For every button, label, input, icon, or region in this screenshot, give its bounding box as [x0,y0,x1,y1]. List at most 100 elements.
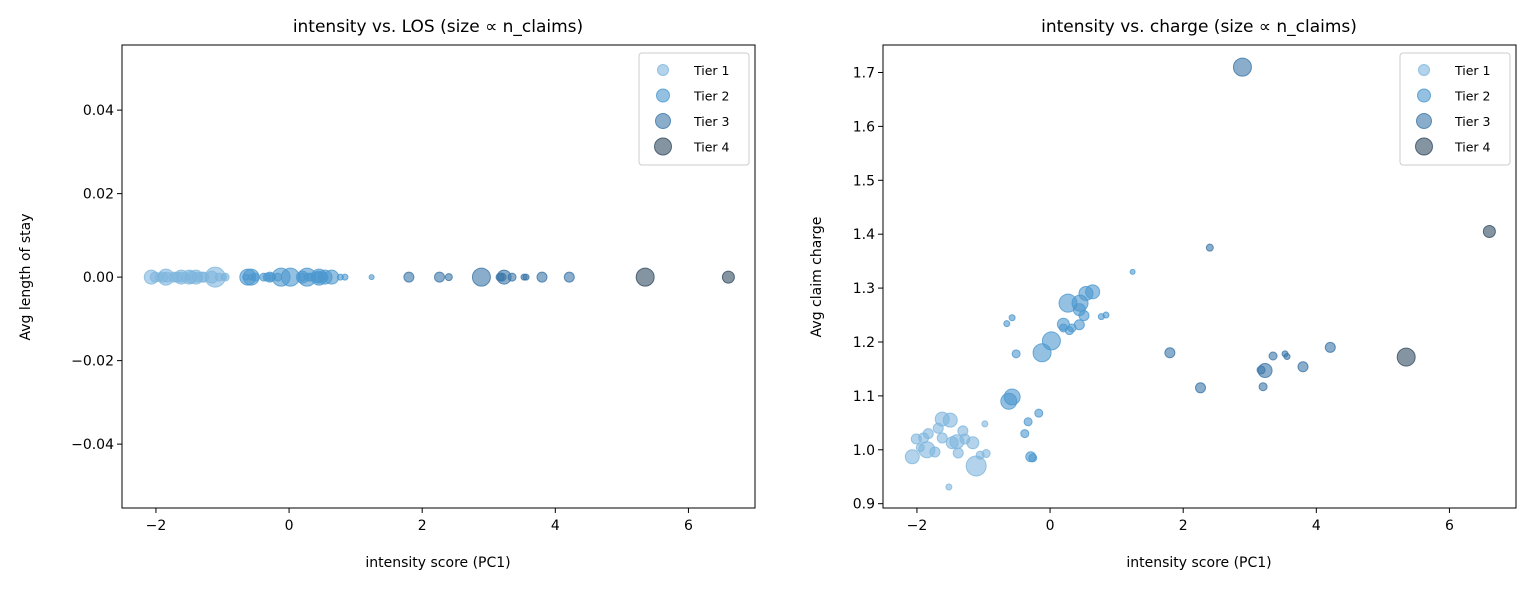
y-tick-label: 0.9 [853,497,875,513]
data-point [403,271,415,283]
legend-label: Tier 3 [1454,114,1490,129]
legend-label: Tier 1 [693,63,729,78]
x-axis-label: intensity score (PC1) [1126,555,1271,571]
axes-frame [121,44,756,509]
data-point [1482,224,1496,238]
legend: Tier 1 Tier 2 Tier 3 Tier 4 [638,52,750,166]
data-point [1257,363,1273,379]
data-point [635,267,655,287]
data-point [1011,349,1021,359]
x-tick-label: 4 [1312,518,1321,534]
data-point [942,412,958,428]
data-point [563,271,575,283]
data-point [966,436,980,450]
x-tick-label: 2 [1179,518,1188,534]
chart-title: intensity vs. LOS (size ∝ n_claims) [293,17,583,37]
y-tick-label: −0.02 [71,354,114,370]
x-axis-label: intensity score (PC1) [365,555,510,571]
data-point [1023,417,1033,427]
charge-chart: intensity vs. charge (size ∝ n_claims) i… [809,17,1517,571]
data-point [1164,347,1176,359]
data-point [522,273,530,281]
data-point [1020,429,1030,439]
data-points [904,57,1496,491]
legend-marker-icon [654,137,672,156]
axes-frame [882,44,1517,509]
legend-marker-icon [657,64,669,76]
y-tick-label: 1.0 [853,443,875,459]
x-tick-label: 2 [418,518,427,534]
data-point [981,420,989,428]
legend-marker-icon [655,113,671,129]
legend-marker-icon [1418,64,1430,76]
data-point [1396,347,1416,367]
y-tick-label: 0.04 [83,103,114,119]
legend-label: Tier 3 [693,114,729,129]
y-tick-label: 1.7 [853,65,875,81]
data-point [536,271,548,283]
data-point [1034,408,1044,418]
y-axis-label: Avg claim charge [809,217,825,338]
data-point [922,428,934,440]
data-point [929,446,941,458]
data-point [433,271,445,283]
x-tick-label: 6 [1445,518,1454,534]
legend-label: Tier 1 [1454,63,1490,78]
data-point [1194,382,1206,394]
data-point [507,272,517,282]
x-tick-label: 6 [684,518,693,534]
data-point [1003,320,1011,328]
data-point [945,483,953,491]
legend-marker-icon [1416,113,1432,129]
data-point [250,272,260,282]
data-point [1297,361,1309,373]
data-point [1324,341,1336,353]
x-tick-label: 0 [285,518,294,534]
data-point [981,449,991,459]
y-tick-label: 1.1 [853,389,875,405]
x-tick-label: 4 [551,518,560,534]
data-point [1028,453,1038,463]
data-point [444,273,453,282]
y-tick-label: 1.2 [853,335,875,351]
legend-marker-icon [1417,88,1431,103]
los-chart: intensity vs. LOS (size ∝ n_claims) inte… [18,17,756,571]
y-tick-label: 0.02 [83,187,114,203]
data-point [1258,382,1268,392]
data-point [324,269,340,285]
data-point [1268,351,1278,361]
y-tick-label: 1.5 [853,173,875,189]
x-tick-label: 0 [1046,518,1055,534]
data-point [1008,314,1016,322]
data-point [1003,388,1021,406]
legend-box [1399,52,1511,166]
y-tick-label: 1.3 [853,281,875,297]
x-tick-label: −2 [146,518,167,534]
data-point [471,267,491,287]
data-point [721,270,735,284]
legend-marker-icon [656,88,670,103]
legend: Tier 1 Tier 2 Tier 3 Tier 4 [1399,52,1511,166]
data-point [368,274,375,281]
y-tick-label: 1.4 [853,227,875,243]
y-tick-label: 1.6 [853,119,875,135]
data-point [936,432,948,444]
legend-marker-icon [1415,137,1433,156]
data-point [341,273,349,281]
data-point [952,447,964,459]
chart-title: intensity vs. charge (size ∝ n_claims) [1041,17,1357,37]
data-point [220,272,230,282]
data-point [965,455,987,477]
data-point [1078,310,1090,322]
data-point [1085,284,1101,300]
data-point [1041,331,1061,351]
legend-box [638,52,750,166]
legend-label: Tier 4 [693,140,730,155]
y-tick-label: −0.04 [71,437,114,453]
data-point [1102,311,1110,319]
y-tick-label: 0.00 [83,270,114,286]
y-axis-label: Avg length of stay [18,213,34,340]
data-point [1283,353,1291,361]
data-point [1073,319,1085,331]
